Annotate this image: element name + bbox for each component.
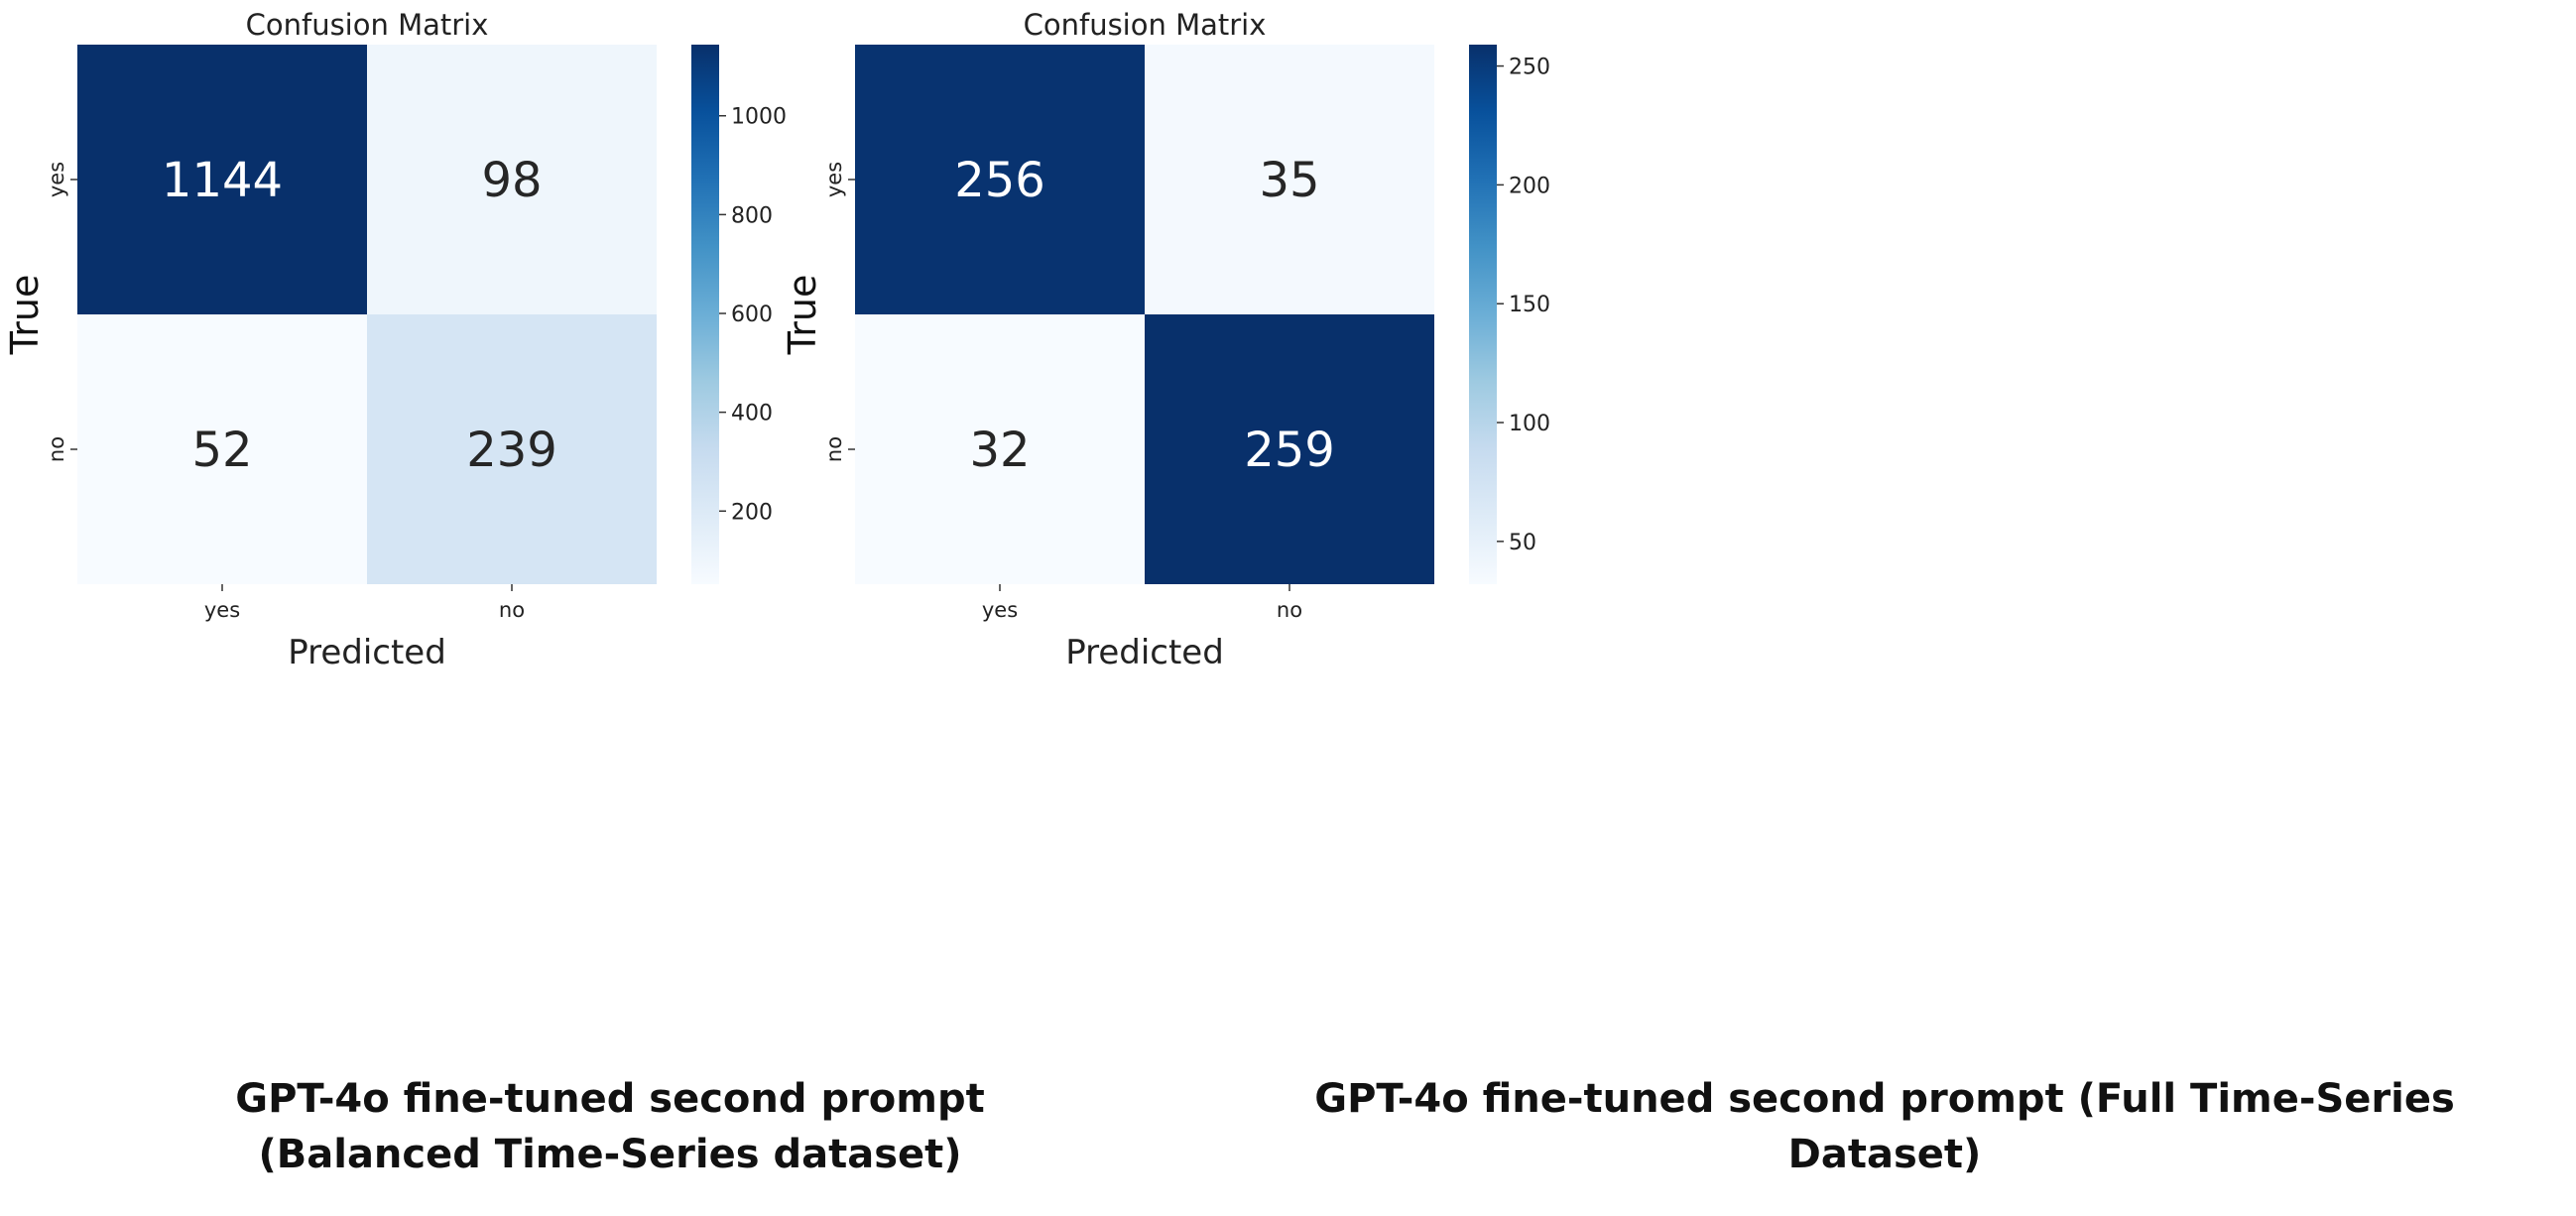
cell-value-label: 239 — [466, 423, 557, 478]
colorbar — [1469, 45, 1497, 584]
x-tick-label: yes — [204, 598, 240, 622]
cell-value-label: 32 — [969, 423, 1030, 478]
caption-balanced-line-1: GPT-4o fine-tuned second prompt — [235, 1076, 985, 1122]
colorbar-tick-label: 100 — [1509, 412, 1550, 436]
heatmap-cell-no-no — [367, 314, 657, 584]
colorbar-tick-label: 400 — [731, 402, 773, 426]
colorbar-tick-label: 150 — [1509, 293, 1550, 317]
cell-value-label: 35 — [1259, 153, 1319, 208]
caption-full-line-2: Dataset) — [1787, 1132, 1982, 1177]
heatmap-cell-yes-yes — [855, 45, 1145, 314]
y-axis-label: True — [3, 275, 47, 356]
colorbar-tick-label: 250 — [1509, 56, 1550, 80]
x-axis-label: Predicted — [1065, 633, 1224, 672]
x-axis-label: Predicted — [288, 633, 446, 672]
colorbar-tick-label: 800 — [731, 203, 773, 228]
cell-value-label: 1144 — [162, 153, 283, 208]
confusion-matrix-balanced: Confusion Matrix 1144 98 52 239 yes no yes no Pre… — [3, 8, 787, 672]
y-tick-label: yes — [822, 162, 846, 197]
cell-value-label: 52 — [191, 423, 252, 478]
caption-full-line-1: GPT-4o fine-tuned second prompt (Full Ti… — [1314, 1076, 2455, 1122]
y-axis-label: True — [781, 275, 824, 356]
heatmap-cell-yes-no — [367, 45, 657, 314]
cell-value-label: 98 — [481, 153, 542, 208]
colorbar-tick-label: 50 — [1509, 531, 1536, 555]
heatmap-cell-no-yes — [77, 314, 367, 584]
x-tick-label: no — [1277, 598, 1302, 622]
caption-balanced: GPT-4o fine-tuned second prompt (Balance… — [60, 1071, 1161, 1182]
y-tick-label: yes — [45, 162, 68, 197]
heatmap-cell-yes-yes — [77, 45, 367, 314]
confusion-matrix-full: Confusion Matrix 256 35 32 259 yes no yes no Pred… — [781, 8, 1550, 672]
x-tick-label: no — [499, 598, 525, 622]
y-tick-label: no — [45, 436, 68, 462]
heatmap-cell-no-yes — [855, 314, 1145, 584]
cell-value-label: 256 — [954, 153, 1045, 208]
caption-balanced-line-2: (Balanced Time-Series dataset) — [258, 1132, 962, 1177]
colorbar-tick-label: 600 — [731, 303, 773, 327]
cell-value-label: 259 — [1244, 423, 1335, 478]
chart-title: Confusion Matrix — [246, 8, 489, 42]
heatmap-cell-no-no — [1145, 314, 1434, 584]
x-tick-label: yes — [982, 598, 1018, 622]
y-tick-label: no — [822, 436, 846, 462]
chart-title: Confusion Matrix — [1024, 8, 1267, 42]
colorbar-tick-label: 200 — [1509, 174, 1550, 198]
colorbar-tick-label: 200 — [731, 500, 773, 525]
colorbar-tick-label: 1000 — [731, 105, 787, 130]
caption-full: GPT-4o fine-tuned second prompt (Full Ti… — [1240, 1071, 2529, 1182]
colorbar — [691, 45, 719, 584]
heatmap-cell-yes-no — [1145, 45, 1434, 314]
